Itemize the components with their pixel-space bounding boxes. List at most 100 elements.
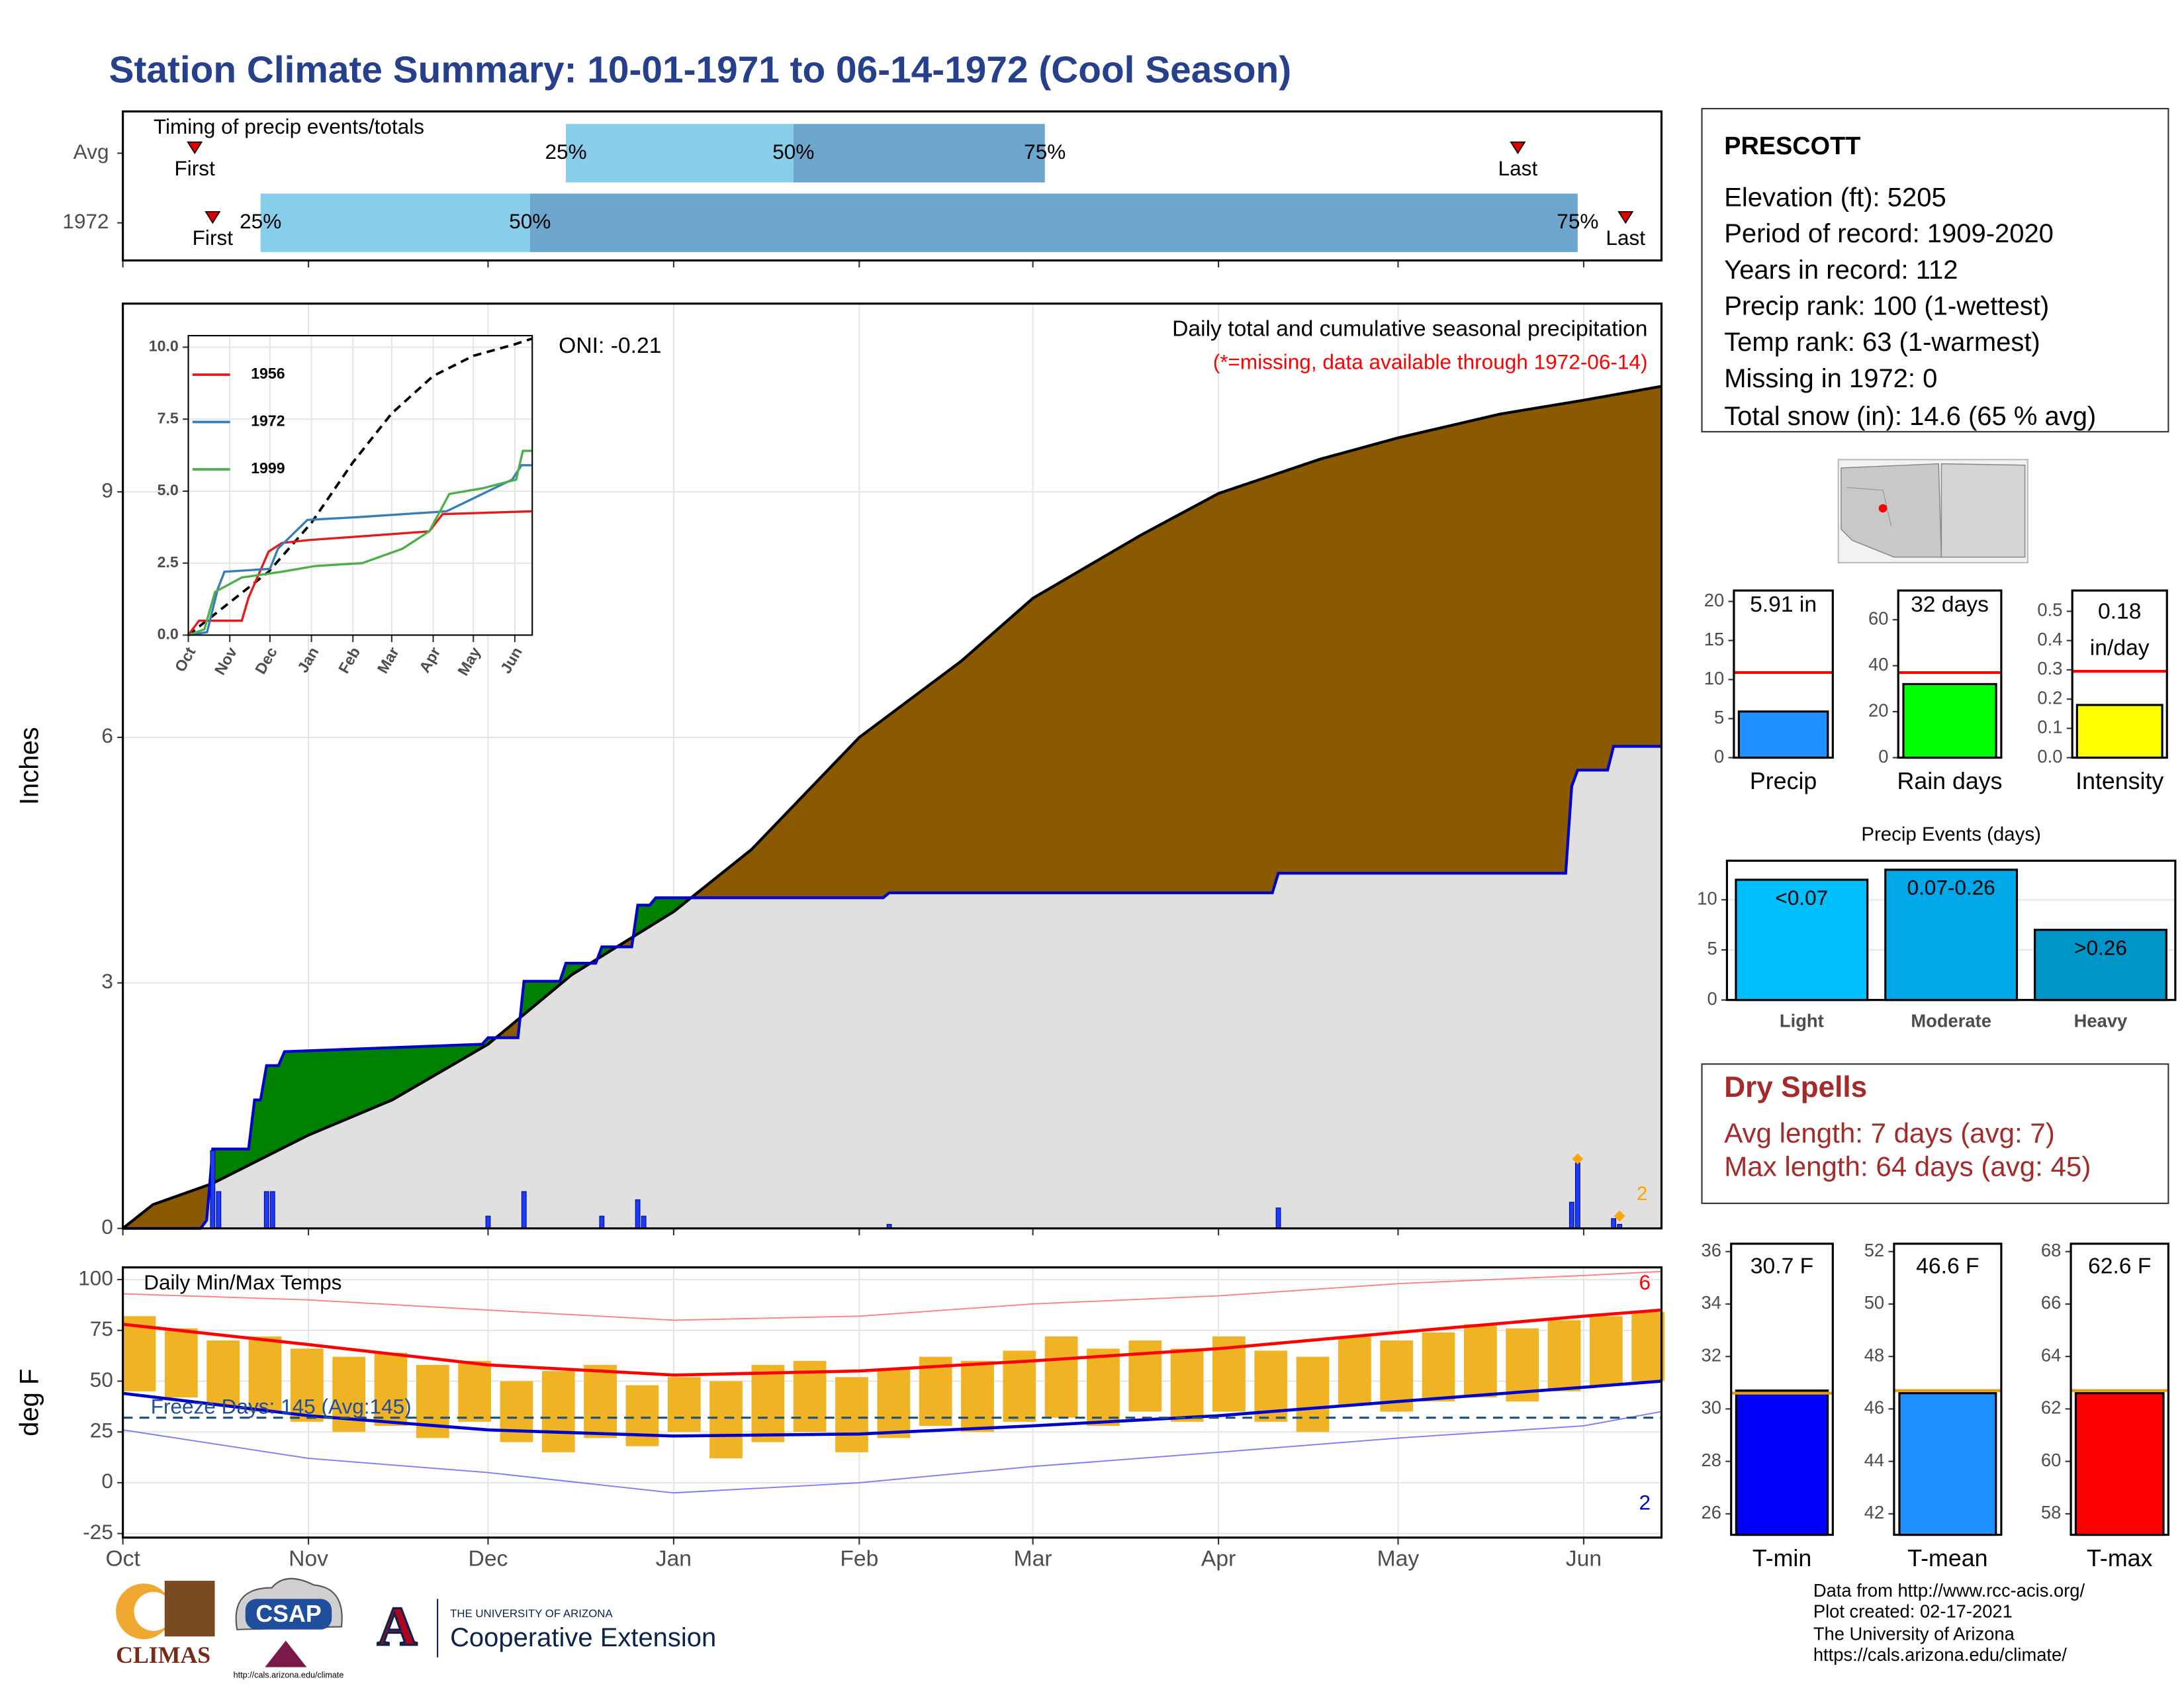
- plot-frame: [2070, 1243, 2169, 1536]
- quartile-bar: [529, 193, 1578, 252]
- temp-range-bar: [1296, 1356, 1330, 1432]
- dry-spells-line: Avg length: 7 days (avg: 7): [1724, 1117, 2055, 1149]
- locator-map: [1837, 459, 2028, 564]
- climas-logo: CLIMAS: [116, 1580, 215, 1668]
- value-label: 62.6 F: [2088, 1254, 2151, 1278]
- logo-text: CSAP: [255, 1601, 321, 1627]
- x-tick-label: Jun: [1566, 1546, 1602, 1571]
- record-high-count: 6: [1639, 1270, 1651, 1294]
- y-tick-label: 44: [1864, 1450, 1884, 1470]
- x-tick-label: Dec: [469, 1546, 508, 1571]
- y-tick-label: 7.5: [158, 409, 179, 426]
- y-tick-label: 32: [1702, 1344, 1721, 1365]
- temp-range-bar: [1463, 1324, 1497, 1398]
- y-tick-label: 26: [1702, 1502, 1721, 1523]
- y-tick-label: 10: [1697, 888, 1717, 908]
- y-tick-label: 0.0: [158, 626, 179, 643]
- bar: [1884, 868, 2019, 1002]
- quartile-label: 50%: [509, 209, 551, 233]
- x-tick-label: Feb: [840, 1546, 878, 1571]
- quartile-bar: [566, 124, 794, 183]
- event-label: First: [175, 156, 216, 180]
- logo-text: Cooperative Extension: [450, 1623, 716, 1652]
- average-line: [187, 337, 533, 636]
- y-tick-label: 0: [1707, 988, 1717, 1009]
- footer-line: Data from http://www.rcc-acis.org/: [1813, 1580, 2085, 1601]
- map-state: [1940, 463, 2026, 558]
- map-border: [1846, 487, 1892, 527]
- temp-range-bar: [667, 1377, 701, 1432]
- plot-frame: [122, 1266, 1663, 1539]
- y-tick-label: 0.2: [2037, 687, 2062, 708]
- plot-frame: [1730, 1243, 1834, 1536]
- station-line: Total snow (in): 14.6 (65 % avg): [1724, 402, 2096, 431]
- bar: [1737, 710, 1829, 759]
- x-category-label: T-max: [2087, 1545, 2152, 1571]
- x-category-label: Rain days: [1897, 768, 2003, 794]
- daily-bar: [641, 1215, 647, 1229]
- daily-bar: [599, 1215, 605, 1229]
- y-tick-label: 5: [1714, 707, 1724, 727]
- record-high-line: [122, 1270, 1662, 1321]
- y-axis-title: deg F: [15, 1369, 44, 1436]
- panel-title: Timing of precip events/totals: [154, 115, 424, 138]
- panel-title: Precip Events (days): [1861, 823, 2041, 845]
- value-label: 30.7 F: [1751, 1254, 1813, 1278]
- event-marker: [1617, 211, 1634, 224]
- x-category-label: Moderate: [1911, 1011, 1991, 1031]
- station-line: Missing in 1972: 0: [1724, 364, 1937, 393]
- y-tick-label: 64: [2041, 1344, 2061, 1365]
- plot-frame: [2071, 589, 2168, 759]
- temp-range-bar: [1338, 1336, 1371, 1406]
- daily-bar: [269, 1191, 275, 1229]
- station-line: Precip rank: 100 (1-wettest): [1724, 292, 2049, 321]
- series-line: [188, 464, 533, 637]
- x-category-label: Heavy: [2074, 1011, 2128, 1031]
- record-marker: [1572, 1153, 1584, 1165]
- temp-range-bar: [1631, 1312, 1665, 1382]
- temp-range-bar: [1087, 1348, 1120, 1426]
- page-title: Station Climate Summary: 10-01-1971 to 0…: [109, 49, 1292, 91]
- average-line: [122, 385, 1662, 1230]
- y-tick-label: 0.1: [2037, 717, 2062, 737]
- y-tick-label: 10: [1704, 668, 1724, 688]
- y-tick-label: 0: [1714, 746, 1724, 767]
- daily-bar: [1569, 1201, 1574, 1229]
- temp-range-bar: [584, 1364, 617, 1438]
- bar-label: 0.07-0.26: [1907, 876, 1995, 900]
- x-category-label: Precip: [1750, 768, 1817, 794]
- plot-frame: [187, 335, 533, 636]
- station-line: Temp rank: 63 (1-warmest): [1724, 328, 2040, 357]
- logo-text: http://cals.arizona.edu/climate: [234, 1670, 344, 1679]
- x-tick-label: Mar: [1014, 1546, 1052, 1571]
- quartile-label: 50%: [772, 140, 814, 164]
- x-tick-label: Oct: [105, 1546, 140, 1571]
- y-tick-label: 6: [101, 724, 113, 747]
- bar: [2074, 1392, 2165, 1536]
- oni-label: ONI: -0.21: [559, 334, 661, 358]
- y-tick-label: 25: [90, 1419, 113, 1442]
- legend-label: 1956: [251, 365, 285, 382]
- footer-line: https://cals.arizona.edu/climate/: [1813, 1644, 2067, 1665]
- logo-shape: [265, 1640, 307, 1667]
- value-label: 32 days: [1911, 592, 1989, 617]
- station-line: Elevation (ft): 5205: [1724, 183, 1946, 212]
- series-line: [187, 510, 533, 636]
- y-tick-label: 28: [1702, 1450, 1721, 1470]
- y-tick-label: 60: [1868, 608, 1888, 628]
- y-tick-label: 0.0: [2037, 746, 2062, 767]
- daily-bar: [1275, 1207, 1281, 1229]
- panel-title: Daily total and cumulative seasonal prec…: [1172, 317, 1647, 342]
- station-line: Period of record: 1909-2020: [1724, 219, 2054, 248]
- event-label: First: [193, 226, 234, 250]
- bar: [2034, 929, 2167, 1002]
- temp-range-bar: [751, 1364, 785, 1442]
- y-tick-label: 48: [1864, 1344, 1884, 1365]
- row-label: Avg: [73, 140, 109, 164]
- logo-text: THE UNIVERSITY OF ARIZONA: [450, 1607, 613, 1620]
- daily-bar: [635, 1199, 641, 1229]
- y-tick-label: 0: [101, 1469, 113, 1493]
- daily-bar: [1574, 1162, 1580, 1229]
- y-tick-label: 42: [1864, 1502, 1884, 1523]
- ua-mark: A: [377, 1596, 418, 1658]
